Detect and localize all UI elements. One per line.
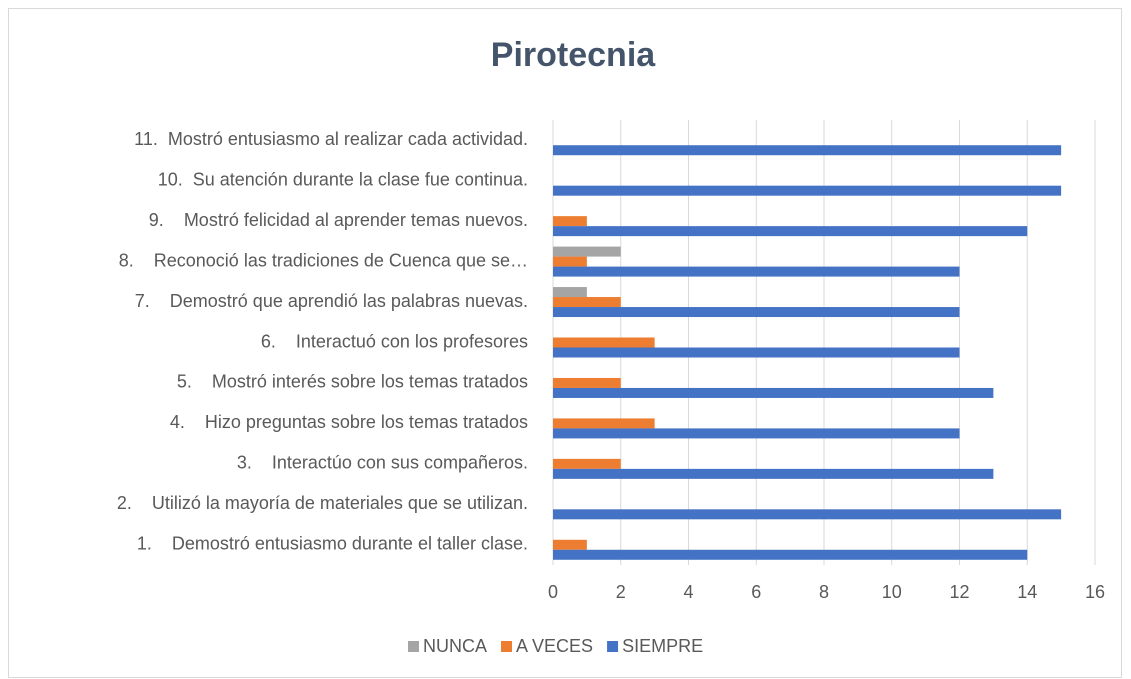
- y-tick-label: 6. Interactuó con los profesores: [261, 331, 528, 351]
- y-tick-label: 11. Mostró entusiasmo al realizar cada a…: [134, 129, 528, 149]
- legend-swatch: [607, 641, 619, 652]
- x-tick-label: 6: [751, 582, 761, 602]
- y-tick-label: 2. Utilizó la mayoría de materiales que …: [117, 493, 528, 513]
- y-tick-label: 10. Su atención durante la clase fue con…: [158, 169, 528, 189]
- bar: [553, 377, 621, 388]
- bar: [553, 468, 994, 479]
- legend-swatch: [408, 641, 419, 652]
- legend-swatch: [501, 641, 513, 652]
- bar: [553, 246, 621, 257]
- bar: [553, 337, 655, 348]
- bar: [553, 307, 960, 318]
- chart-title: Pirotecnia: [491, 36, 656, 74]
- y-tick-label: 1. Demostró entusiasmo durante el taller…: [137, 534, 528, 554]
- y-tick-label: 4. Hizo preguntas sobre los temas tratad…: [170, 412, 528, 432]
- x-tick-label: 10: [882, 582, 902, 602]
- y-tick-label: 3. Interactúo con sus compañeros.: [237, 453, 528, 473]
- x-tick-label: 14: [1017, 582, 1037, 602]
- y-tick-label: 8. Reconoció las tradiciones de Cuenca q…: [119, 250, 528, 270]
- bar: [553, 256, 587, 267]
- legend-label: NUNCA: [423, 636, 487, 656]
- y-tick-label: 5. Mostró interés sobre los temas tratad…: [177, 372, 528, 392]
- bar: [553, 539, 587, 550]
- x-tick-label: 12: [949, 582, 969, 602]
- bar: [553, 145, 1062, 156]
- x-tick-label: 8: [819, 582, 829, 602]
- bar: [553, 458, 621, 469]
- x-tick-label: 2: [616, 582, 626, 602]
- bar: [553, 226, 1028, 237]
- x-tick-label: 0: [548, 582, 558, 602]
- bar: [553, 216, 587, 227]
- bar: [553, 549, 1028, 560]
- bar: [553, 428, 960, 439]
- legend-label: A VECES: [516, 636, 593, 656]
- y-tick-label: 7. Demostró que aprendió las palabras nu…: [135, 291, 528, 311]
- bar: [553, 297, 621, 308]
- bar: [553, 287, 587, 298]
- legend-label: SIEMPRE: [622, 636, 703, 656]
- bar: [553, 185, 1062, 196]
- x-tick-label: 16: [1085, 582, 1105, 602]
- bar: [553, 347, 960, 358]
- bar: [553, 387, 994, 398]
- bar: [553, 509, 1062, 520]
- bar: [553, 418, 655, 429]
- y-tick-label: 9. Mostró felicidad al aprender temas nu…: [149, 210, 528, 230]
- x-tick-label: 4: [683, 582, 693, 602]
- bar: [553, 266, 960, 277]
